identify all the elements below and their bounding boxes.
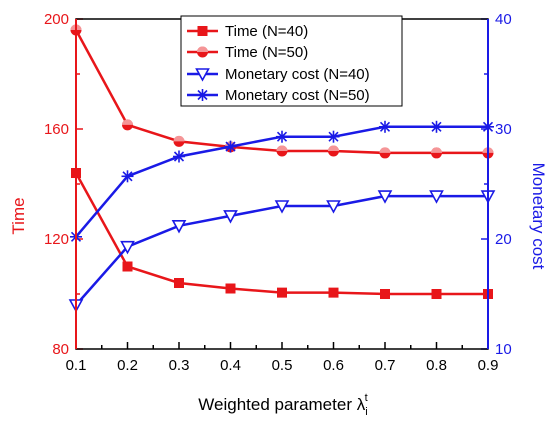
data-point: [223, 210, 238, 224]
x-axis-title-subscript: i: [365, 406, 367, 418]
data-point: [379, 147, 391, 159]
x-axis-tick-label: 0.3: [169, 357, 190, 374]
right-axis-tick-label: 30: [495, 121, 512, 138]
y-axis-title-left: Time: [9, 197, 28, 234]
data-point: [327, 130, 340, 143]
x-axis-title-main: Weighted parameter λ: [198, 395, 365, 414]
data-point: [429, 190, 444, 204]
x-axis-title-superscript: t: [365, 392, 368, 404]
data-point: [121, 170, 134, 183]
legend-label: Time (N=50): [225, 44, 308, 61]
right-axis-tick-label: 20: [495, 231, 512, 248]
x-axis-tick-label: 0.9: [478, 357, 499, 374]
data-point: [276, 130, 288, 143]
data-point: [224, 140, 237, 153]
data-point: [225, 283, 236, 294]
series-2: [70, 24, 494, 159]
legend-label: Monetary cost (N=40): [225, 66, 370, 83]
right-axis-tick-label: 10: [495, 341, 512, 358]
left-axis-tick-label: 120: [44, 231, 69, 248]
legend-marker: [196, 89, 209, 101]
right-axis-tick-label: 40: [495, 11, 512, 28]
legend-entry: Time (N=50): [187, 44, 308, 61]
x-axis-tick-label: 0.2: [117, 357, 138, 374]
data-point: [274, 200, 290, 214]
x-axis-title: Weighted parameter λit: [198, 392, 367, 418]
data-point: [430, 120, 443, 133]
data-point: [431, 147, 443, 159]
data-point: [276, 145, 288, 157]
legend: Time (N=40) Time (N=50) Monetary cost (N=4…: [180, 15, 403, 107]
left-axis-tick-label: 160: [44, 121, 69, 138]
x-axis-tick-label: 0.8: [426, 357, 447, 374]
y-axis-title-right: Monetary cost: [529, 163, 548, 270]
data-point: [377, 190, 393, 204]
series-line: [75, 125, 488, 238]
data-point: [173, 150, 185, 163]
x-axis-tick-label: 0.4: [220, 357, 241, 374]
x-axis-tick-label: 0.6: [323, 357, 344, 374]
x-axis-tick-label: 0.1: [66, 357, 87, 374]
series-1: [71, 168, 493, 299]
data-point: [379, 120, 391, 133]
right-axis: 10 20 30 40: [481, 11, 512, 358]
data-point: [171, 220, 187, 234]
data-point: [122, 119, 133, 131]
legend-label: Monetary cost (N=50): [225, 87, 370, 104]
series-3: [68, 190, 496, 313]
data-point: [328, 287, 339, 298]
x-axis-tick-label: 0.7: [375, 357, 396, 374]
data-point: [328, 145, 339, 157]
data-point: [122, 261, 133, 272]
data-point: [380, 289, 390, 299]
legend-entry: Monetary cost (N=40): [187, 66, 370, 83]
legend-label: Time (N=40): [225, 23, 308, 40]
legend-marker: [197, 46, 208, 58]
x-axis-tick-label: 0.5: [272, 357, 293, 374]
data-point: [277, 287, 287, 298]
data-point: [326, 200, 341, 214]
left-axis-tick-label: 200: [44, 11, 69, 28]
left-axis: 80 120 160 200: [44, 11, 83, 358]
data-point: [120, 240, 135, 255]
series-4: [70, 120, 494, 243]
legend-marker: [197, 26, 208, 36]
legend-marker: [195, 68, 210, 82]
legend-entry: Monetary cost (N=50): [187, 87, 370, 104]
left-axis-tick-label: 80: [52, 341, 69, 358]
legend-entry: Time (N=40): [187, 23, 308, 40]
series-line: [74, 172, 488, 296]
x-axis: 0.1 0.2 0.3 0.4 0.5 0.6 0.7 0.8 0.9: [66, 342, 499, 374]
data-point: [174, 278, 184, 288]
data-point: [173, 135, 185, 147]
data-point: [431, 289, 442, 299]
